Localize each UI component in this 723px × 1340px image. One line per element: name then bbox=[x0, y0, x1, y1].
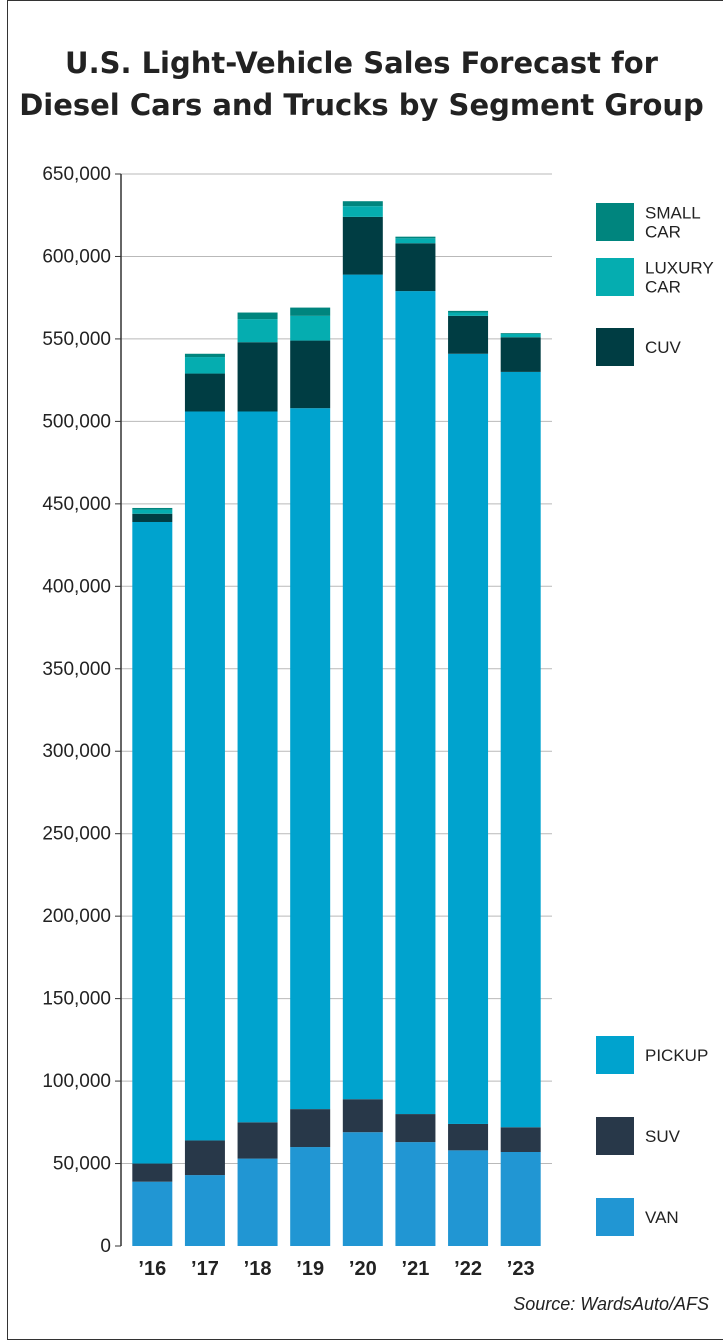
x-tick-label: ’17 bbox=[191, 1258, 219, 1280]
y-tick-label: 450,000 bbox=[42, 494, 111, 515]
bar-segment-luxury-car bbox=[395, 238, 436, 244]
x-tick-label: ’23 bbox=[507, 1258, 535, 1280]
y-tick-label: 100,000 bbox=[42, 1071, 111, 1092]
bar-segment-luxury-car bbox=[237, 319, 278, 343]
bar-segment-luxury-car bbox=[500, 333, 541, 338]
y-tick-label: 350,000 bbox=[42, 659, 111, 680]
bar-segment-luxury-car bbox=[132, 509, 173, 514]
bar-segment-suv bbox=[448, 1123, 489, 1151]
x-tick-label: ’20 bbox=[349, 1258, 377, 1280]
x-tick-label: ’19 bbox=[296, 1258, 324, 1280]
bar-segment-cuv bbox=[342, 216, 383, 275]
y-tick-label: 50,000 bbox=[53, 1154, 111, 1175]
legend-swatch bbox=[596, 1198, 634, 1236]
x-tick-label: ’22 bbox=[454, 1258, 482, 1280]
bar-segment-suv bbox=[395, 1114, 436, 1143]
chart-title: U.S. Light-Vehicle Sales Forecast for Di… bbox=[0, 42, 723, 126]
bar-segment-pickup bbox=[342, 274, 383, 1100]
y-tick-label: 500,000 bbox=[42, 411, 111, 432]
bar-segment-small-car bbox=[184, 353, 225, 358]
bar-segment-pickup bbox=[448, 353, 489, 1124]
bar-segment-small-car bbox=[290, 307, 331, 316]
bar-segment-cuv bbox=[395, 243, 436, 292]
bars bbox=[132, 201, 541, 1246]
y-tick-label: 550,000 bbox=[42, 329, 111, 350]
y-tick-label: 250,000 bbox=[42, 824, 111, 845]
bar-segment-suv bbox=[290, 1109, 331, 1148]
bar-segment-luxury-car bbox=[342, 206, 383, 217]
x-axis-tick-labels: ’16 ’17 ’18 ’19 ’20 ’21 ’22 ’23 bbox=[138, 1258, 534, 1280]
bar-segment-luxury-car bbox=[184, 357, 225, 374]
legend-label: VAN bbox=[645, 1208, 679, 1227]
y-tick-label: 650,000 bbox=[42, 164, 111, 185]
y-tick-label: 0 bbox=[100, 1236, 111, 1257]
bar-segment-pickup bbox=[237, 411, 278, 1123]
bar-segment-pickup bbox=[184, 411, 225, 1141]
bar-segment-small-car bbox=[132, 507, 173, 510]
legend-label: SMALL bbox=[645, 204, 701, 223]
y-tick-label: 400,000 bbox=[42, 576, 111, 597]
bar-segment-pickup bbox=[290, 408, 331, 1110]
bar-segment-small-car bbox=[237, 312, 278, 320]
x-tick-label: ’16 bbox=[138, 1258, 166, 1280]
bar-segment-van bbox=[395, 1142, 436, 1246]
bar-segment-cuv bbox=[132, 513, 173, 522]
bar-segment-van bbox=[342, 1132, 383, 1246]
legend-label: PICKUP bbox=[645, 1046, 708, 1065]
chart-title-line-2: Diesel Cars and Trucks by Segment Group bbox=[19, 88, 704, 122]
bar-segment-suv bbox=[500, 1127, 541, 1152]
bar-segment-van bbox=[237, 1158, 278, 1246]
bar-segment-small-car bbox=[448, 310, 489, 313]
bar-segment-cuv bbox=[290, 340, 331, 409]
bar-segment-van bbox=[448, 1150, 489, 1246]
legend-swatch bbox=[596, 203, 634, 241]
legend-label: LUXURY bbox=[645, 259, 714, 278]
bar-segment-cuv bbox=[448, 315, 489, 354]
bar-segment-small-car bbox=[395, 236, 436, 239]
y-tick-label: 300,000 bbox=[42, 741, 111, 762]
bar-segment-cuv bbox=[500, 337, 541, 372]
legend-swatch bbox=[596, 328, 634, 366]
bar-segment-van bbox=[184, 1175, 225, 1246]
bar-segment-suv bbox=[237, 1122, 278, 1159]
legend-label: CAR bbox=[645, 278, 681, 297]
bar-segment-luxury-car bbox=[290, 315, 331, 341]
bar-segment-cuv bbox=[237, 342, 278, 412]
bar-segment-suv bbox=[184, 1140, 225, 1176]
y-tick-label: 150,000 bbox=[42, 989, 111, 1010]
bar-segment-pickup bbox=[132, 521, 173, 1164]
legend-swatch bbox=[596, 1117, 634, 1155]
legend-swatch bbox=[596, 258, 634, 296]
bar-segment-cuv bbox=[184, 373, 225, 412]
bar-segment-small-car bbox=[342, 201, 383, 207]
bar-segment-suv bbox=[132, 1163, 173, 1182]
bar-segment-small-car bbox=[500, 333, 541, 334]
bar-segment-suv bbox=[342, 1099, 383, 1133]
legend-label: CAR bbox=[645, 223, 681, 242]
legend-label: SUV bbox=[645, 1127, 681, 1146]
y-tick-label: 200,000 bbox=[42, 906, 111, 927]
x-tick-label: ’21 bbox=[402, 1258, 430, 1280]
bar-segment-van bbox=[290, 1147, 331, 1246]
legend-swatch bbox=[596, 1036, 634, 1074]
bar-segment-van bbox=[500, 1151, 541, 1246]
bar-segment-pickup bbox=[500, 371, 541, 1128]
bar-segment-luxury-car bbox=[448, 312, 489, 316]
source-note: Source: WardsAuto/AFS bbox=[513, 1294, 709, 1314]
bar-segment-van bbox=[132, 1181, 173, 1246]
x-tick-label: ’18 bbox=[244, 1258, 272, 1280]
legend-label: CUV bbox=[645, 338, 682, 357]
y-tick-label: 600,000 bbox=[42, 246, 111, 267]
bar-segment-pickup bbox=[395, 291, 436, 1115]
y-axis-tick-labels: 0 50,000 100,000 150,000 200,000 250,000 300,0… bbox=[42, 164, 111, 1257]
chart-title-line-1: U.S. Light-Vehicle Sales Forecast for bbox=[65, 46, 658, 80]
